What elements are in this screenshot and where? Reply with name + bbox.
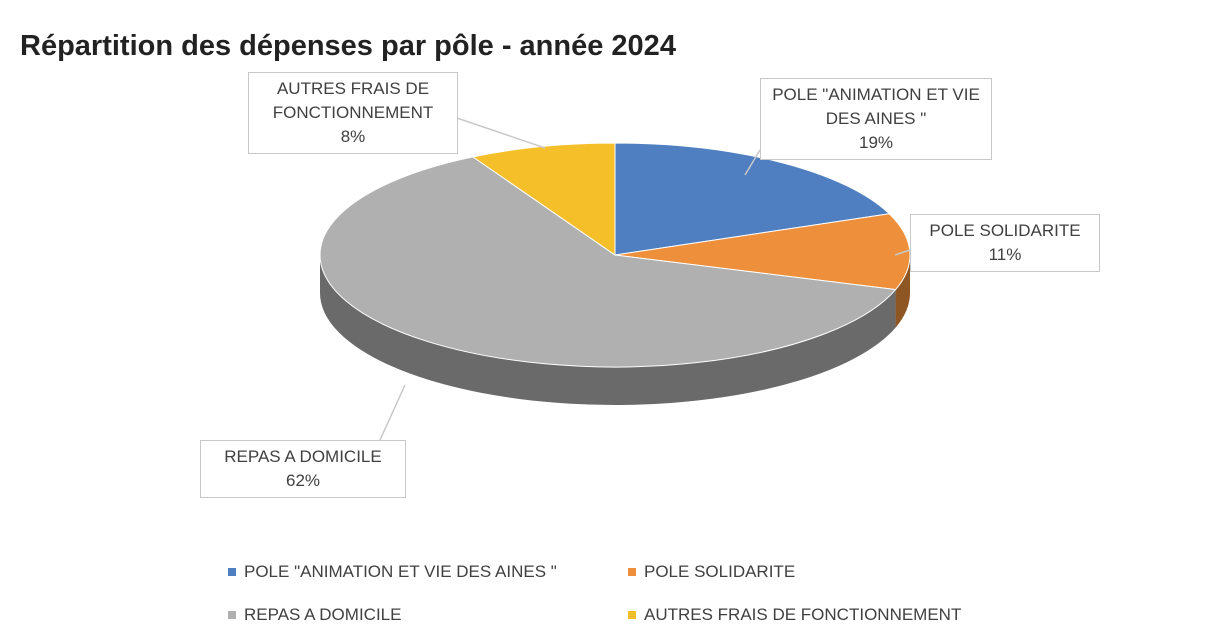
- slice: [614, 213, 911, 291]
- legend-label: REPAS A DOMICILE: [244, 605, 402, 624]
- legend-swatch: [228, 568, 236, 576]
- data-label: POLE SOLIDARITE 11%: [910, 214, 1100, 272]
- legend-item: POLE "ANIMATION ET VIE DES AINES ": [228, 562, 557, 582]
- data-label: POLE "ANIMATION ET VIE DES AINES " 19%: [760, 78, 992, 160]
- data-label: AUTRES FRAIS DE FONCTIONNEMENT 8%: [248, 72, 458, 154]
- legend-label: AUTRES FRAIS DE FONCTIONNEMENT: [644, 605, 962, 624]
- legend-label: POLE SOLIDARITE: [644, 562, 796, 581]
- label-value: 62%: [285, 471, 321, 490]
- slice-side: [320, 255, 896, 405]
- legend-label: POLE "ANIMATION ET VIE DES AINES ": [244, 562, 557, 581]
- legend-swatch: [628, 611, 636, 619]
- legend-item: POLE SOLIDARITE: [628, 562, 795, 582]
- label-value: 8%: [340, 127, 366, 146]
- chart-title: Répartition des dépenses par pôle - anné…: [20, 30, 676, 62]
- label-name: POLE "ANIMATION ET VIE DES AINES ": [772, 85, 980, 128]
- leader-line: [379, 384, 406, 441]
- label-name: REPAS A DOMICILE: [224, 447, 382, 466]
- leader-line: [456, 117, 546, 149]
- slice: [319, 156, 897, 368]
- data-label: REPAS A DOMICILE 62%: [200, 440, 406, 498]
- legend-item: AUTRES FRAIS DE FONCTIONNEMENT: [628, 605, 961, 625]
- slice: [614, 142, 891, 256]
- leader-line: [894, 249, 911, 256]
- label-name: AUTRES FRAIS DE FONCTIONNEMENT: [272, 79, 434, 122]
- leader-lines: [379, 117, 911, 441]
- legend-swatch: [628, 568, 636, 576]
- label-value: 11%: [988, 245, 1022, 264]
- label-value: 19%: [858, 133, 894, 152]
- leader-line: [744, 149, 761, 176]
- legend-item: REPAS A DOMICILE: [228, 605, 401, 625]
- label-name: POLE SOLIDARITE: [929, 221, 1081, 240]
- legend-swatch: [228, 611, 236, 619]
